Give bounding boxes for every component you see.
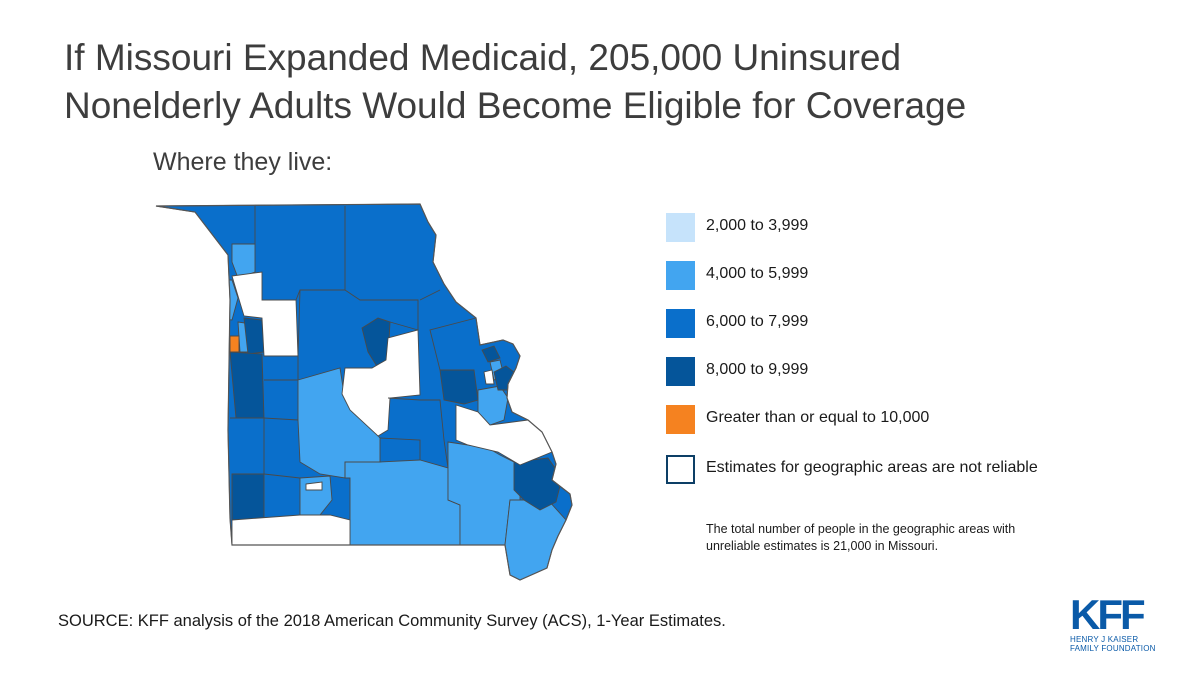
legend-item-6k: 6,000 to 7,999: [666, 309, 1086, 339]
kff-logo-mark: KFF: [1070, 591, 1146, 638]
region-kc-core: [229, 335, 240, 353]
region-kc-south: [229, 351, 265, 419]
legend-item-4k: 4,000 to 5,999: [666, 261, 1086, 291]
chart-title: If Missouri Expanded Medicaid, 205,000 U…: [64, 34, 1164, 130]
note-line-2: unreliable estimates is 21,000 in Missou…: [706, 539, 939, 553]
region-joplin: [231, 473, 265, 521]
region-st-joseph: [197, 279, 239, 321]
legend-swatch-4k: [666, 261, 695, 290]
legend-label-10k: Greater than or equal to 10,000: [706, 409, 930, 426]
region-st-charles: [439, 369, 479, 405]
region-na-central: [341, 329, 421, 437]
legend-swatch-2k: [666, 213, 695, 242]
region-na-sw: [231, 514, 351, 546]
kff-logo: KFF HENRY J KAISER FAMILY FOUNDATION: [1070, 591, 1162, 654]
region-se-cape: [513, 457, 563, 511]
title-line-1: If Missouri Expanded Medicaid, 205,000 U…: [64, 37, 902, 78]
region-na-stl: [483, 369, 495, 385]
missouri-map: [155, 203, 573, 581]
region-na-north-kc: [231, 271, 299, 357]
note-line-1: The total number of people in the geogra…: [706, 522, 1016, 536]
legend-swatch-unreliable: [666, 455, 695, 484]
region-stl-north: [481, 345, 501, 363]
legend-swatch-10k: [666, 405, 695, 434]
legend-label-4k: 4,000 to 5,999: [706, 265, 809, 282]
legend-label-6k: 6,000 to 7,999: [706, 313, 809, 330]
legend-label-8k: 8,000 to 9,999: [706, 361, 809, 378]
legend-item-10k: Greater than or equal to 10,000: [666, 405, 1086, 435]
region-springfield-east: [344, 459, 461, 546]
legend-label-2k: 2,000 to 3,999: [706, 217, 809, 234]
map-subtitle: Where they live:: [153, 148, 333, 176]
legend-item-unreliable: Estimates for geographic areas are not r…: [666, 455, 1086, 485]
legend-swatch-8k: [666, 357, 695, 386]
region-kc-east: [243, 317, 265, 355]
unreliable-note: The total number of people in the geogra…: [706, 521, 1086, 555]
logo-line-1: HENRY J KAISER: [1070, 635, 1139, 644]
logo-line-2: FAMILY FOUNDATION: [1070, 644, 1156, 653]
source-note: SOURCE: KFF analysis of the 2018 America…: [58, 612, 726, 630]
state-outline: [155, 203, 573, 581]
legend-label-unreliable: Estimates for geographic areas are not r…: [706, 459, 1038, 476]
kff-logo-subtitle: HENRY J KAISER FAMILY FOUNDATION: [1070, 635, 1162, 653]
region-boundaries: [230, 206, 477, 506]
region-na-small: [305, 481, 323, 491]
legend-item-8k: 8,000 to 9,999: [666, 357, 1086, 387]
legend-item-2k: 2,000 to 3,999: [666, 213, 1086, 243]
legend-swatch-6k: [666, 309, 695, 338]
title-line-2: Nonelderly Adults Would Become Eligible …: [64, 85, 967, 126]
